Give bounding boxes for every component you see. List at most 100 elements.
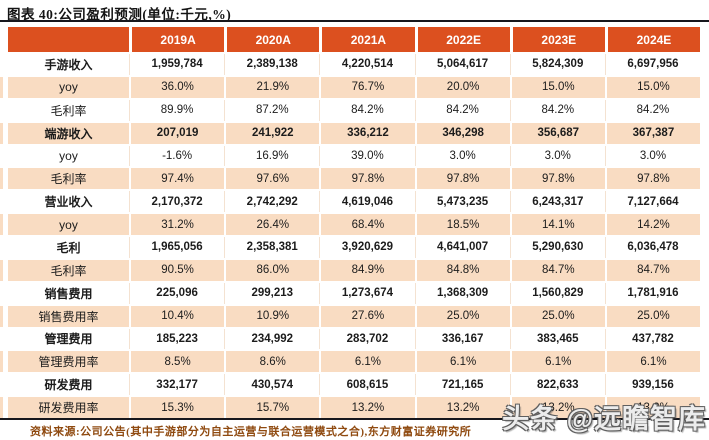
value-cell: 6.1% [604, 351, 700, 373]
table-row: 管理费用 185,223 234,992 283,702 336,167 383,465 4… [0, 326, 700, 350]
row-label: yoy [59, 80, 78, 95]
value-cell: 356,687 [509, 122, 605, 144]
row-label: 研发费用 [44, 378, 93, 393]
value-cell: 25.0% [509, 305, 605, 327]
value-cell: 13.2% [414, 397, 510, 418]
value-cell: 185,223 [129, 328, 224, 350]
value-cell: 15.0% [604, 76, 700, 98]
value-cell: 84.7% [604, 259, 700, 281]
table-row: 研发费用 332,177 430,574 608,615 721,165 822,633 9… [0, 372, 700, 396]
value-cell: 25.0% [604, 305, 700, 327]
value-cell: 84.8% [414, 259, 510, 281]
value-cell: 84.2% [414, 99, 510, 121]
value-cell: 299,213 [224, 282, 319, 304]
row-gap [3, 191, 8, 213]
value-cell: 336,212 [319, 122, 414, 144]
row-label: 管理费用率 [38, 355, 99, 370]
table-row: yoy 31.2% 26.4% 68.4% 18.5% 14.1% 14.2% [0, 212, 700, 235]
value-cell: 6,036,478 [604, 237, 700, 258]
value-cell: 21.9% [224, 76, 319, 98]
value-cell: 89.9% [129, 99, 224, 121]
row-label: 毛利率 [50, 172, 87, 187]
row-gap [3, 54, 8, 75]
value-cell: 8.6% [224, 351, 319, 373]
value-cell: 36.0% [129, 76, 224, 98]
table-bottom-divider [0, 418, 709, 420]
value-cell: 5,290,630 [509, 237, 605, 258]
row-gap [3, 305, 8, 327]
value-cell: 15.0% [509, 76, 605, 98]
value-cell: 84.7% [509, 259, 605, 281]
row-label: 销售费用率 [38, 309, 99, 324]
value-cell: -1.6% [129, 145, 224, 167]
value-cell: 3,920,629 [319, 237, 414, 258]
value-cell: 5,824,309 [509, 54, 605, 75]
value-cell: 15.7% [224, 397, 319, 418]
value-cell: 241,922 [224, 122, 319, 144]
value-cell: 7,127,664 [604, 191, 700, 213]
table-row: 端游收入 207,019 241,922 336,212 346,298 356,687 3… [0, 120, 700, 144]
row-label: 销售费用 [44, 286, 93, 301]
row-gap [3, 214, 8, 235]
watermark: 头条 @远瞻智库 [502, 404, 706, 434]
table-row: 手游收入 1,959,784 2,389,138 4,220,514 5,064,617… [0, 52, 700, 75]
row-label: 研发费用率 [38, 401, 99, 416]
value-cell: 2,742,292 [224, 191, 319, 213]
value-cell: 14.1% [509, 214, 605, 235]
value-cell: 76.7% [319, 76, 414, 98]
value-cell: 207,019 [129, 122, 224, 144]
row-label: 管理费用 [44, 332, 93, 347]
value-cell: 6,697,956 [604, 54, 700, 75]
value-cell: 10.9% [224, 305, 319, 327]
value-cell: 1,781,916 [604, 282, 700, 304]
value-cell: 5,064,617 [414, 54, 510, 75]
row-gap [3, 99, 8, 121]
table-header-row: 2019A 2020A 2021A 2022E 2023E 2024E [0, 27, 701, 52]
value-cell: 13.2% [604, 397, 700, 418]
value-cell: 225,096 [129, 282, 224, 304]
row-gap [3, 237, 8, 258]
row-gap [3, 397, 8, 418]
row-gap [3, 122, 8, 144]
value-cell: 25.0% [414, 305, 510, 327]
row-gap [3, 328, 8, 350]
value-cell: 6,243,317 [509, 191, 605, 213]
value-cell: 4,220,514 [319, 54, 414, 75]
value-cell: 2,358,381 [224, 237, 319, 258]
value-cell: 5,473,235 [414, 191, 510, 213]
value-cell: 336,167 [414, 328, 510, 350]
value-cell: 10.4% [129, 305, 224, 327]
row-gap [3, 259, 8, 281]
row-label: 毛利 [56, 240, 81, 255]
row-gap [3, 374, 8, 396]
value-cell: 84.2% [319, 99, 414, 121]
value-cell: 84.9% [319, 259, 414, 281]
value-cell: 86.0% [224, 259, 319, 281]
row-label: 端游收入 [44, 126, 93, 141]
value-cell: 13.2% [319, 397, 414, 418]
value-cell: 3.0% [604, 145, 700, 167]
value-cell: 4,641,007 [414, 237, 510, 258]
value-cell: 2,170,372 [129, 191, 224, 213]
value-cell: 721,165 [414, 374, 510, 396]
value-cell: 3.0% [509, 145, 605, 167]
table-row: 销售费用率 10.4% 10.9% 27.6% 25.0% 25.0% 25.0% [0, 303, 700, 327]
value-cell: 234,992 [224, 328, 319, 350]
value-cell: 1,273,674 [319, 282, 414, 304]
profit-forecast-table: 2019A 2020A 2021A 2022E 2023E 2024E 手游收入 1,959… [0, 27, 701, 418]
column-header: 2020A [224, 27, 320, 52]
value-cell: 14.2% [604, 214, 700, 235]
column-header: 2023E [509, 27, 605, 52]
value-cell: 6.1% [509, 351, 605, 373]
table-row: 研发费用率 15.3% 15.7% 13.2% 13.2% 13.2% 13.2% [0, 395, 700, 418]
column-header-empty [8, 27, 129, 52]
value-cell: 437,782 [604, 328, 700, 350]
value-cell: 8.5% [129, 351, 224, 373]
value-cell: 6.1% [319, 351, 414, 373]
value-cell: 332,177 [129, 374, 224, 396]
row-label: 毛利率 [50, 103, 87, 118]
value-cell: 97.8% [414, 168, 510, 190]
value-cell: 84.2% [509, 99, 605, 121]
value-cell: 939,156 [604, 374, 700, 396]
value-cell: 16.9% [224, 145, 319, 167]
